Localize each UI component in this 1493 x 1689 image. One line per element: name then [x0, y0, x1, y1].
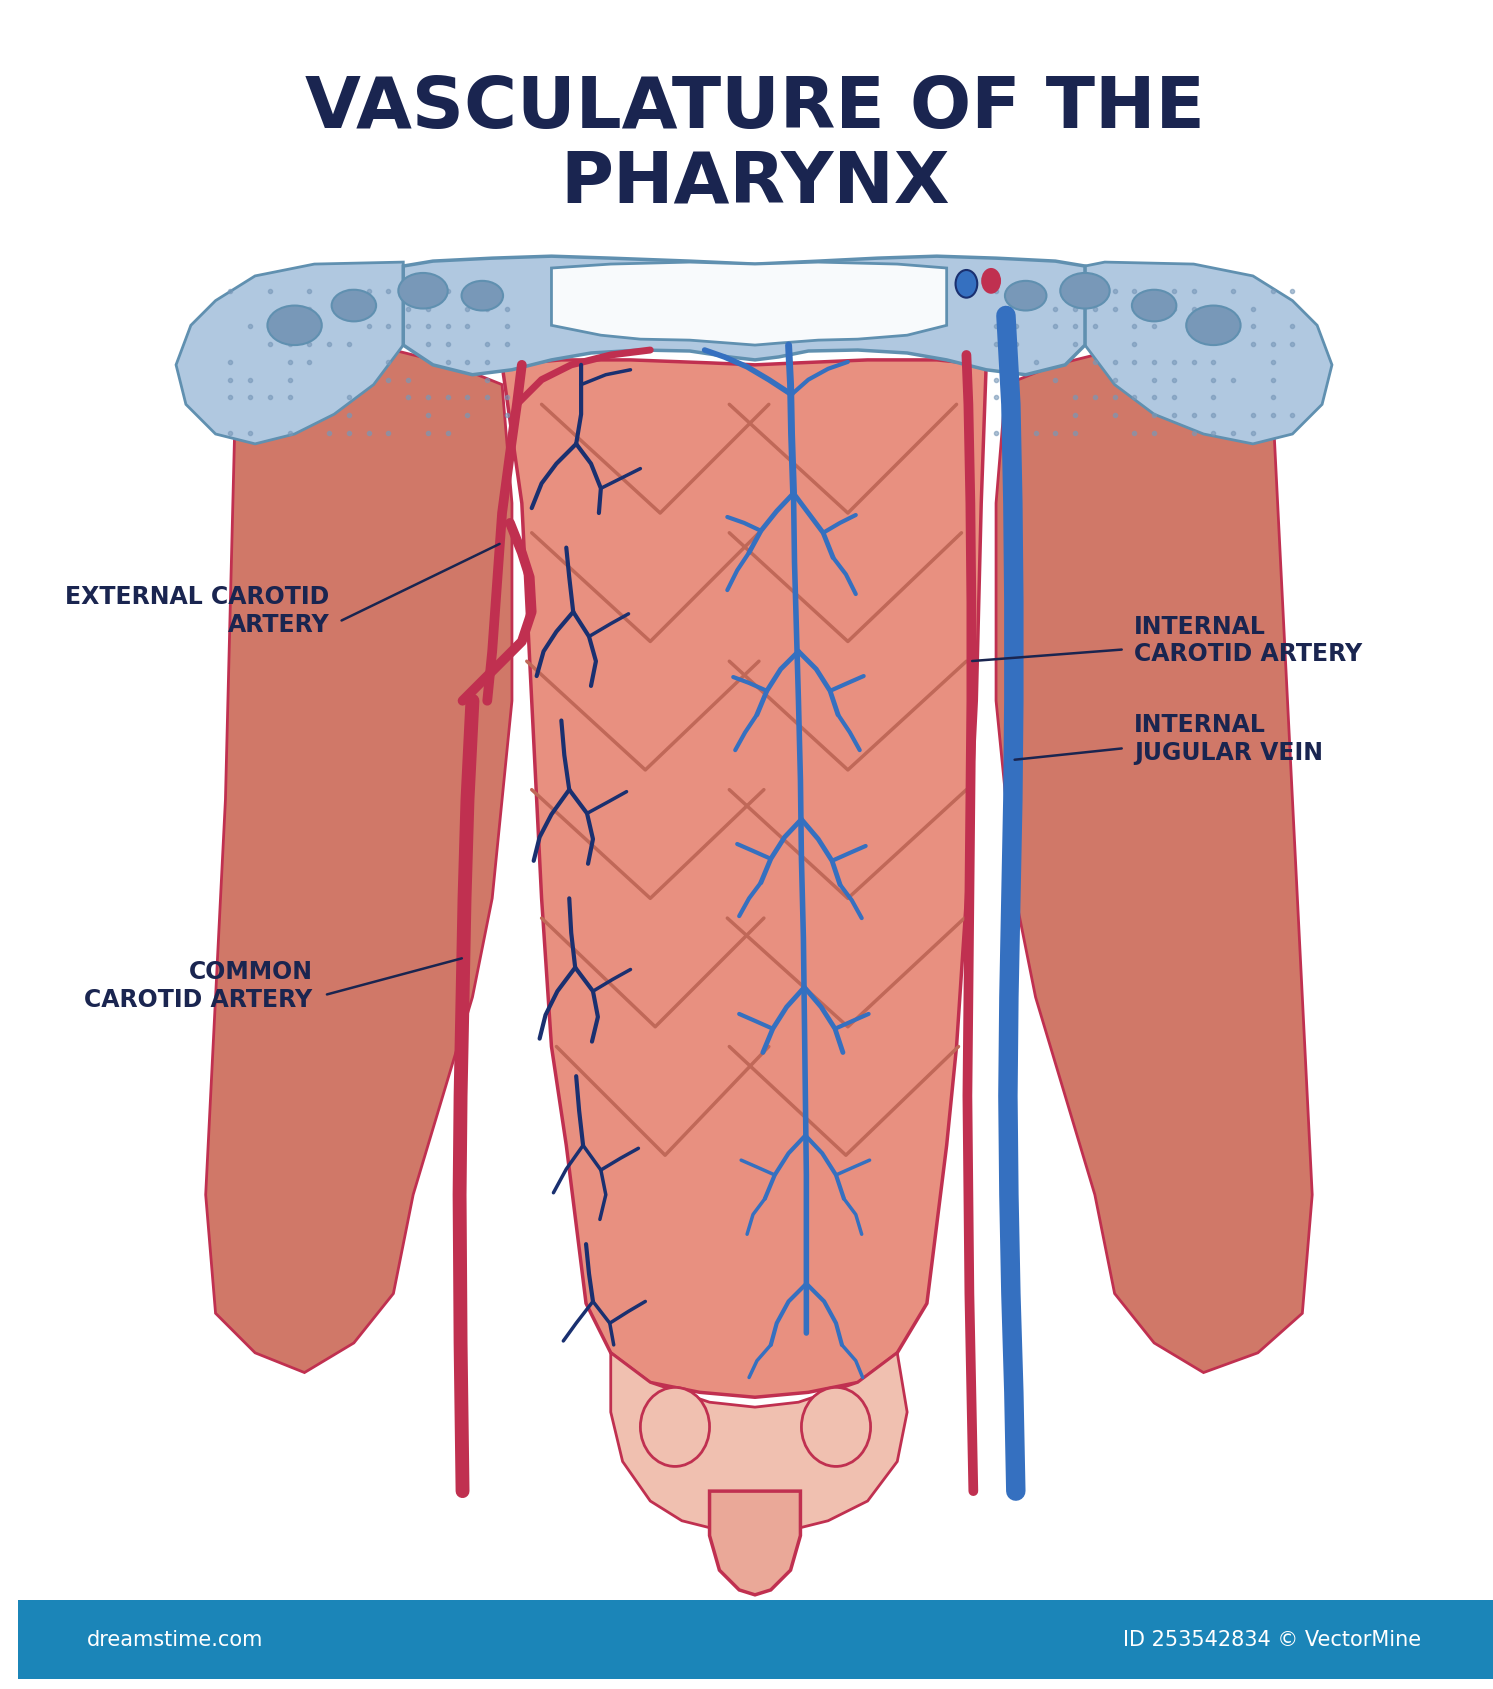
Polygon shape: [1085, 263, 1332, 444]
Ellipse shape: [802, 1388, 870, 1466]
Ellipse shape: [461, 282, 503, 311]
Ellipse shape: [1060, 274, 1109, 309]
Text: dreamstime.com: dreamstime.com: [87, 1630, 263, 1650]
Text: COMMON
CAROTID ARTERY: COMMON CAROTID ARTERY: [84, 959, 312, 1012]
Polygon shape: [709, 1491, 800, 1594]
Polygon shape: [996, 346, 1312, 1373]
Text: INTERNAL
CAROTID ARTERY: INTERNAL CAROTID ARTERY: [1135, 615, 1363, 665]
Ellipse shape: [1187, 306, 1241, 346]
Ellipse shape: [399, 274, 448, 309]
Text: PHARYNX: PHARYNX: [560, 149, 950, 218]
Text: ID 253542834 © VectorMine: ID 253542834 © VectorMine: [1123, 1630, 1421, 1650]
Text: EXTERNAL CAROTID
ARTERY: EXTERNAL CAROTID ARTERY: [64, 584, 328, 637]
Polygon shape: [551, 263, 947, 346]
Polygon shape: [611, 1353, 908, 1532]
Polygon shape: [502, 361, 987, 1397]
Ellipse shape: [982, 270, 1000, 294]
Ellipse shape: [1005, 282, 1047, 311]
Ellipse shape: [640, 1388, 709, 1466]
Polygon shape: [403, 257, 1085, 375]
Polygon shape: [206, 346, 512, 1373]
Text: VASCULATURE OF THE: VASCULATURE OF THE: [305, 74, 1205, 144]
Text: INTERNAL
JUGULAR VEIN: INTERNAL JUGULAR VEIN: [1135, 713, 1323, 765]
Ellipse shape: [331, 291, 376, 323]
Ellipse shape: [1132, 291, 1176, 323]
Polygon shape: [176, 263, 403, 444]
Ellipse shape: [267, 306, 322, 346]
Bar: [18, 1599, 1493, 1679]
Ellipse shape: [956, 270, 978, 299]
